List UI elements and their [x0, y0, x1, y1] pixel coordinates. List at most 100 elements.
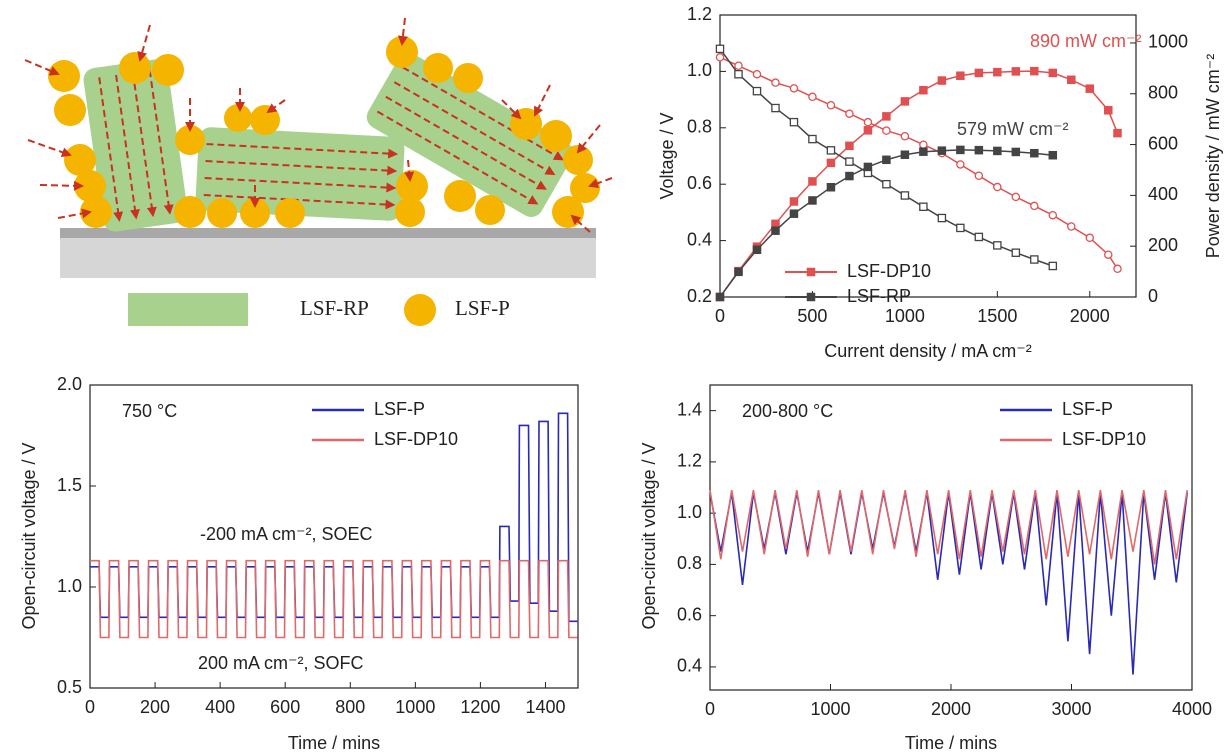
- series-line: [709, 492, 1188, 675]
- x-tick-label: 4000: [1172, 699, 1212, 719]
- series-line: [90, 559, 578, 639]
- marker: [863, 117, 873, 127]
- marker: [715, 292, 725, 302]
- marker: [771, 226, 780, 235]
- marker: [1011, 248, 1021, 257]
- marker: [826, 146, 836, 155]
- marker: [826, 158, 836, 168]
- rod: [195, 127, 405, 221]
- legend-label: LSF-DP10: [847, 261, 931, 281]
- marker: [752, 86, 762, 96]
- marker: [974, 68, 984, 78]
- y2-tick-label: 200: [1148, 235, 1178, 255]
- marker: [1085, 84, 1095, 93]
- x-tick-label: 200: [140, 697, 170, 717]
- legend-swatch: [128, 293, 248, 326]
- marker: [937, 213, 947, 223]
- y-tick-label: 0.2: [687, 286, 712, 306]
- plot-frame: [709, 384, 1193, 691]
- marker: [1048, 261, 1058, 271]
- x-axis-label: Current density / mA cm⁻²: [824, 341, 1032, 361]
- legend-label: LSF-P: [455, 296, 510, 320]
- marker: [919, 147, 928, 156]
- legend-label: LSF-RP: [847, 286, 911, 306]
- marker: [752, 69, 762, 79]
- y-tick-label: 0.8: [687, 117, 712, 137]
- marker: [789, 197, 799, 206]
- x-tick-label: 1000: [395, 697, 435, 717]
- marker: [1030, 255, 1039, 264]
- annotation: 200-800 °C: [742, 401, 833, 421]
- marker: [1067, 222, 1076, 231]
- marker: [789, 209, 799, 218]
- marker: [808, 134, 817, 144]
- y-tick-label: 1.2: [687, 4, 712, 24]
- marker: [752, 245, 762, 254]
- marker: [1048, 68, 1058, 78]
- substrate-top: [60, 228, 596, 238]
- marker: [771, 219, 780, 229]
- marker: [956, 223, 965, 233]
- marker: [1085, 233, 1095, 243]
- annotation: 579 mW cm⁻²: [957, 119, 1069, 139]
- x-tick-label: 1000: [810, 699, 850, 719]
- y-tick-label: 0.6: [687, 173, 712, 193]
- marker: [937, 146, 947, 155]
- x-tick-label: 600: [270, 697, 300, 717]
- y-tick-label: 0.8: [677, 553, 702, 573]
- x-tick-label: 2000: [1070, 306, 1110, 326]
- marker: [937, 76, 947, 85]
- marker: [956, 160, 965, 169]
- marker: [900, 191, 910, 200]
- marker: [882, 126, 891, 135]
- flux-arrows: [24, 17, 613, 233]
- marker: [863, 162, 873, 172]
- annotation: 890 mW cm⁻²: [1030, 31, 1142, 51]
- marker: [900, 97, 910, 106]
- marker: [1030, 148, 1039, 158]
- marker: [1104, 106, 1113, 115]
- y2-tick-label: 600: [1148, 133, 1178, 153]
- legend-marker: [806, 267, 816, 277]
- x-axis-label: Time / mins: [288, 733, 380, 753]
- y-tick-label: 0.6: [677, 604, 702, 624]
- marker: [734, 69, 743, 79]
- marker: [1104, 250, 1113, 259]
- marker: [863, 126, 873, 135]
- y-tick-label: 0.4: [687, 229, 712, 249]
- marker: [808, 196, 817, 205]
- marker: [1048, 210, 1058, 220]
- marker: [919, 85, 928, 95]
- legend-label: LSF-P: [374, 399, 425, 419]
- x-tick-label: 0: [715, 306, 725, 326]
- marker: [1048, 150, 1058, 160]
- y-axis-label: Open-circuit voltage / V: [19, 442, 39, 629]
- marker: [919, 140, 928, 149]
- x-tick-label: 2000: [931, 699, 971, 719]
- x-axis-label: Time / mins: [905, 733, 997, 753]
- annotation: 200 mA cm⁻², SOFC: [198, 653, 364, 673]
- marker: [956, 145, 965, 155]
- marker: [826, 100, 836, 110]
- y-tick-label: 2.0: [57, 374, 82, 394]
- marker: [1030, 66, 1039, 76]
- legend-swatch: [404, 294, 436, 326]
- marker: [845, 171, 854, 181]
- series-line: [709, 489, 1188, 565]
- marker: [1030, 201, 1039, 211]
- y-tick-label: 1.5: [57, 475, 82, 495]
- marker: [974, 232, 984, 242]
- marker: [845, 141, 854, 151]
- x-tick-label: 400: [205, 697, 235, 717]
- marker: [789, 117, 799, 127]
- marker: [919, 202, 928, 212]
- y-tick-label: 0.4: [677, 656, 702, 676]
- y-tick-label: 1.4: [677, 399, 702, 419]
- rod: [366, 53, 574, 217]
- annotation: -200 mA cm⁻², SOEC: [200, 524, 373, 544]
- legend-label: LSF-DP10: [1062, 429, 1146, 449]
- marker: [1011, 192, 1021, 202]
- y-tick-label: 1.0: [57, 576, 82, 596]
- marker: [734, 267, 743, 277]
